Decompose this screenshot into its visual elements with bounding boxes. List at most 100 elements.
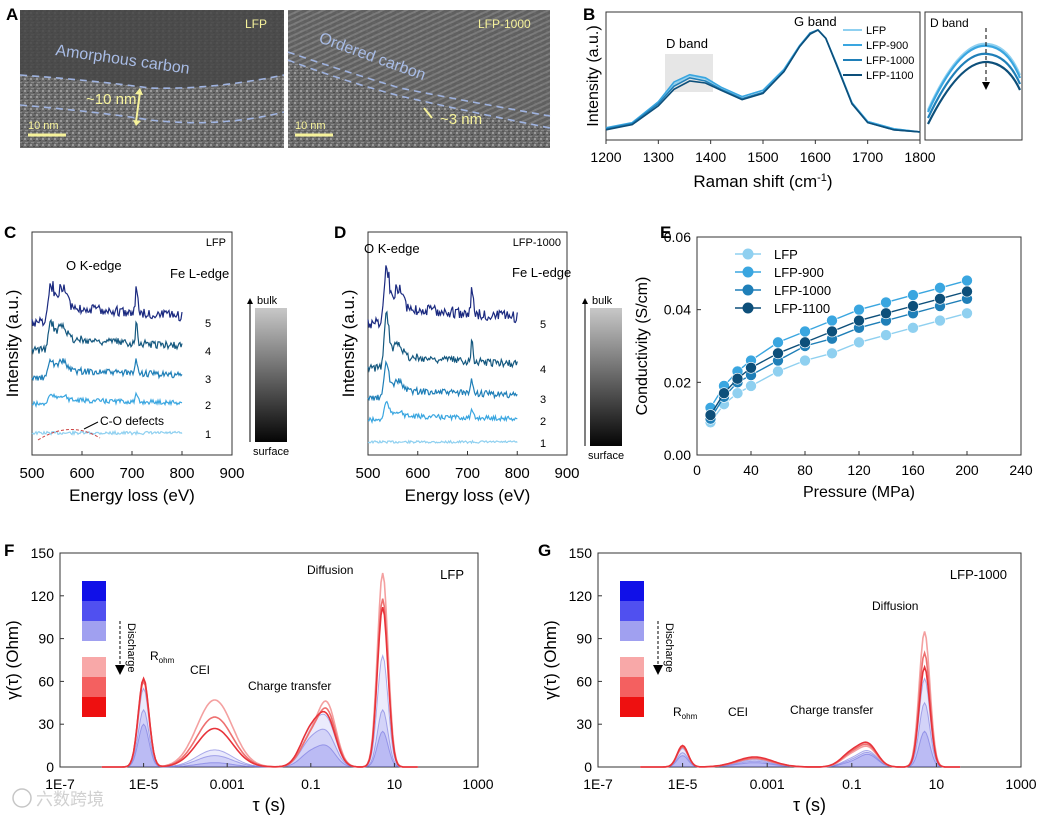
discharge-swatch	[620, 621, 644, 641]
y-tick-label: 0.06	[664, 229, 691, 245]
data-point	[826, 325, 838, 338]
x-axis-label: Raman shift (cm-1)	[693, 172, 832, 191]
x-tick-label: 600	[405, 465, 430, 482]
drt-area	[640, 731, 962, 767]
eels-trace-4	[367, 310, 518, 373]
x-tick-label: 0.1	[842, 776, 862, 792]
x-tick-label: 10	[929, 776, 945, 792]
x-axis-label: Pressure (MPa)	[803, 484, 915, 501]
r-ohm-label: Rohm	[673, 705, 698, 721]
depth-gradient-bar	[590, 308, 622, 446]
g-band-label: G band	[794, 14, 837, 29]
discharge-swatch	[82, 581, 106, 601]
x-tick-label: 1E-7	[583, 776, 613, 792]
depth-gradient-bar	[255, 308, 287, 442]
data-point	[907, 300, 919, 312]
eels-trace-5	[31, 281, 183, 327]
x-tick-label: 120	[847, 462, 871, 478]
data-point	[907, 322, 919, 334]
x-axis-paren: )	[827, 172, 833, 191]
data-point	[731, 387, 744, 400]
defects-label: C-O defects	[100, 414, 164, 428]
x-tick-label: 700	[119, 465, 144, 482]
legend-marker	[742, 302, 754, 314]
x-tick-label: 0.001	[750, 776, 785, 792]
discharge-swatch	[82, 677, 106, 697]
drt-curve	[640, 664, 961, 768]
sample-tag: LFP	[440, 567, 464, 582]
y-axis-label: γ(τ) (Ohm)	[541, 620, 560, 699]
x-tick-label: 1000	[1005, 776, 1036, 792]
x-axis-label: τ (s)	[793, 795, 826, 815]
drt-area	[640, 702, 962, 767]
diffusion-label: Diffusion	[307, 563, 353, 577]
watermark-logo-icon	[12, 788, 32, 808]
y-tick-label: 30	[576, 716, 592, 732]
thickness-lfp-1000: ~3 nm	[440, 111, 482, 128]
raman-line-lfp-1100	[605, 29, 921, 133]
bulk-label: bulk	[592, 295, 613, 307]
drt-area	[101, 709, 420, 767]
x-tick-label: 1500	[747, 149, 778, 165]
y-tick-label: 0.04	[664, 302, 691, 318]
drt-area	[101, 724, 420, 767]
data-point	[772, 336, 784, 349]
eels-trace-5	[367, 265, 518, 329]
panel-b-letter: B	[583, 5, 595, 24]
data-point	[961, 274, 973, 287]
eels-chart-lfp: 1 2 3 4 5 500 600 700 800 900 Energy loss (eV) Inte…	[3, 231, 289, 505]
legend-label: LFP-1000	[774, 283, 831, 298]
x-tick-label: 160	[901, 462, 925, 478]
x-tick-label: 40	[743, 462, 759, 478]
x-tick-label: 1000	[462, 776, 493, 792]
plot-frame	[59, 552, 479, 768]
discharge-swatch	[620, 601, 644, 621]
charge-transfer-label: Charge transfer	[248, 679, 331, 693]
cei-label: CEI	[190, 663, 210, 677]
y-tick-label: 120	[569, 588, 593, 604]
eels-trace-2	[31, 391, 183, 408]
data-point	[853, 303, 865, 316]
y-tick-label: 90	[38, 631, 54, 647]
trace-number: 1	[540, 438, 546, 450]
y-tick-label: 0	[584, 759, 592, 775]
x-tick-label: 800	[169, 465, 194, 482]
data-point	[853, 314, 865, 327]
thickness-arrow-lfp-1000	[423, 107, 433, 119]
x-axis-superscript: -1	[817, 172, 827, 184]
surface-label: surface	[253, 446, 289, 458]
eels-trace-3	[31, 357, 183, 382]
legend-label: LFP-900	[866, 40, 908, 52]
x-axis-label: Energy loss (eV)	[405, 486, 531, 505]
charge-transfer-label: Charge transfer	[790, 703, 873, 717]
x-tick-label: 1E-5	[129, 776, 159, 792]
drt-curve	[640, 631, 961, 768]
panel-d-letter: D	[334, 223, 346, 242]
bulk-label: bulk	[257, 295, 278, 307]
discharge-label: Discharge	[663, 623, 675, 673]
discharge-swatch	[82, 657, 106, 677]
discharge-arrow-head	[115, 665, 125, 675]
y-tick-label: 30	[38, 716, 54, 732]
data-point	[880, 329, 892, 341]
drt-chart-lfp-1000: 0 30 60 90 120 150 1E-7 1E-5 0.001 0.1 10 1000 τ (s)…	[541, 545, 1037, 815]
watermark-text: 六数跨境	[36, 790, 104, 809]
trace-number: 2	[205, 400, 211, 412]
trace-number: 5	[205, 318, 211, 330]
r-ohm-label: Rohm	[150, 649, 175, 665]
y-tick-label: 150	[569, 545, 593, 561]
data-point	[799, 354, 811, 367]
eels-trace-4	[31, 318, 183, 355]
tem-image-lfp: Amorphous carbon LFP ~10 nm 10 nm	[19, 10, 285, 148]
x-tick-label: 1E-5	[668, 776, 698, 792]
depth-arrow-head	[582, 298, 588, 304]
inset-label: D band	[930, 16, 969, 30]
x-tick-label: 240	[1009, 462, 1033, 478]
trace-number: 1	[205, 429, 211, 441]
x-tick-label: 600	[69, 465, 94, 482]
drt-chart-lfp: 0 30 60 90 120 150 1E-7 1E-5 0.001 0.1 10 1000 τ (s)…	[3, 545, 494, 815]
legend-label: LFP-1100	[866, 70, 914, 82]
thickness-lfp: ~10 nm	[86, 91, 136, 108]
o-k-edge-label: O K-edge	[66, 258, 122, 273]
data-point	[799, 336, 811, 349]
